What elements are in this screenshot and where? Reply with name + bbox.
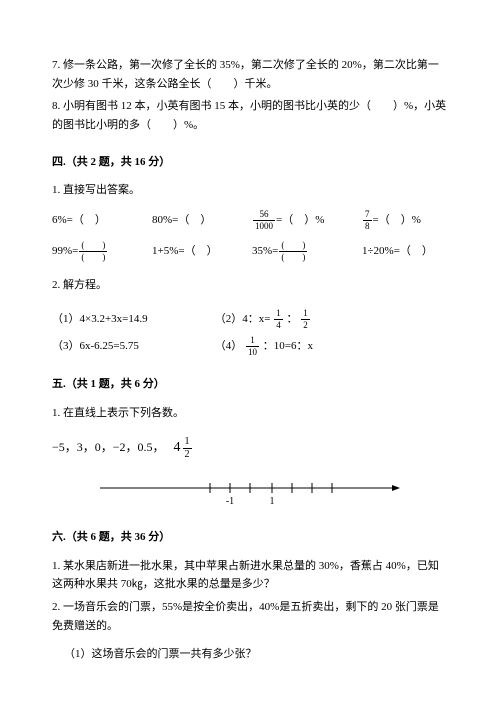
fraction-blank-a: ( ) ( ) (79, 241, 107, 262)
fraction-1-10: 1 10 (246, 336, 259, 357)
question-8: 8. 小明有图书 12 本，小英有图书 15 本，小明的图书比小英的少（ ）%，… (52, 97, 448, 134)
fraction-blank-c: ( ) ( ) (279, 241, 307, 262)
eq-row-2: （3）6x-6.25=5.75 （4） 1 10 ：10=6：x (52, 336, 448, 357)
sec4-q2: 2. 解方程。 (52, 276, 448, 295)
question-7: 7. 修一条公路，第一次修了全长的 35%，第二次修了全长的 20%，第二次比第… (52, 56, 448, 93)
fraction-56-1000: 56 1000 (253, 210, 275, 231)
number-list: −5，3，0，−2，0.5， 4 1 2 (52, 436, 448, 460)
sec6-q2-sub1: （1）这场音乐会的门票一共有多少张？ (64, 645, 448, 664)
fraction-7-8: 7 8 (363, 210, 372, 231)
calc-2a: 99%= ( ) ( ) (52, 241, 152, 262)
calc-row-2: 99%= ( ) ( ) 1+5%=（ ） 35%= ( ) ( ) 1÷20%… (52, 241, 448, 262)
eq-2: （2）4：x= 1 4 ： 1 2 (215, 309, 375, 330)
number-line: -1 1 (100, 470, 400, 510)
calc-1d: 7 8 =（ ）% (362, 210, 421, 231)
svg-text:-1: -1 (226, 496, 234, 507)
calc-2c: 35%= ( ) ( ) (252, 241, 362, 262)
calc-2b: 1+5%=（ ） (152, 242, 252, 261)
section-5-header: 五.（共 1 题，共 6 分） (52, 375, 448, 394)
eq-3: （3）6x-6.25=5.75 (52, 337, 212, 356)
fraction-1-2: 1 2 (301, 309, 310, 330)
section-4-header: 四.（共 2 题，共 16 分） (52, 153, 448, 172)
section-6-header: 六.（共 6 题，共 36 分） (52, 528, 448, 547)
calc-1a: 6%=（ ） (52, 211, 152, 230)
equations-block: （1）4×3.2+3x=14.9 （2）4：x= 1 4 ： 1 2 （3）6x… (52, 309, 448, 357)
sec5-q1: 1. 在直线上表示下列各数。 (52, 404, 448, 423)
sec4-q1: 1. 直接写出答案。 (52, 181, 448, 200)
fraction-1-4: 1 4 (274, 309, 283, 330)
calc-row-1: 6%=（ ） 80%=（ ） 56 1000 =（ ）% 7 8 =（ ）% (52, 210, 448, 231)
calc-1b: 80%=（ ） (152, 211, 252, 230)
mixed-number-4-1-2: 4 1 2 (174, 436, 193, 460)
eq-1: （1）4×3.2+3x=14.9 (52, 310, 212, 329)
calc-1c: 56 1000 =（ ）% (252, 210, 362, 231)
calc-2d: 1÷20%=（ ） (362, 242, 433, 261)
eq-4: （4） 1 10 ：10=6：x (215, 336, 375, 357)
sec6-q1: 1. 某水果店新进一批水果，其中苹果占新进水果总量的 30%，香蕉占 40%，已… (52, 557, 448, 594)
sec6-q2: 2. 一场音乐会的门票，55%是按全价卖出，40%是五折卖出，剩下的 20 张门… (52, 598, 448, 635)
math-worksheet-page: 7. 修一条公路，第一次修了全长的 35%，第二次修了全长的 20%，第二次比第… (0, 0, 500, 707)
eq-row-1: （1）4×3.2+3x=14.9 （2）4：x= 1 4 ： 1 2 (52, 309, 448, 330)
svg-text:1: 1 (270, 496, 275, 507)
